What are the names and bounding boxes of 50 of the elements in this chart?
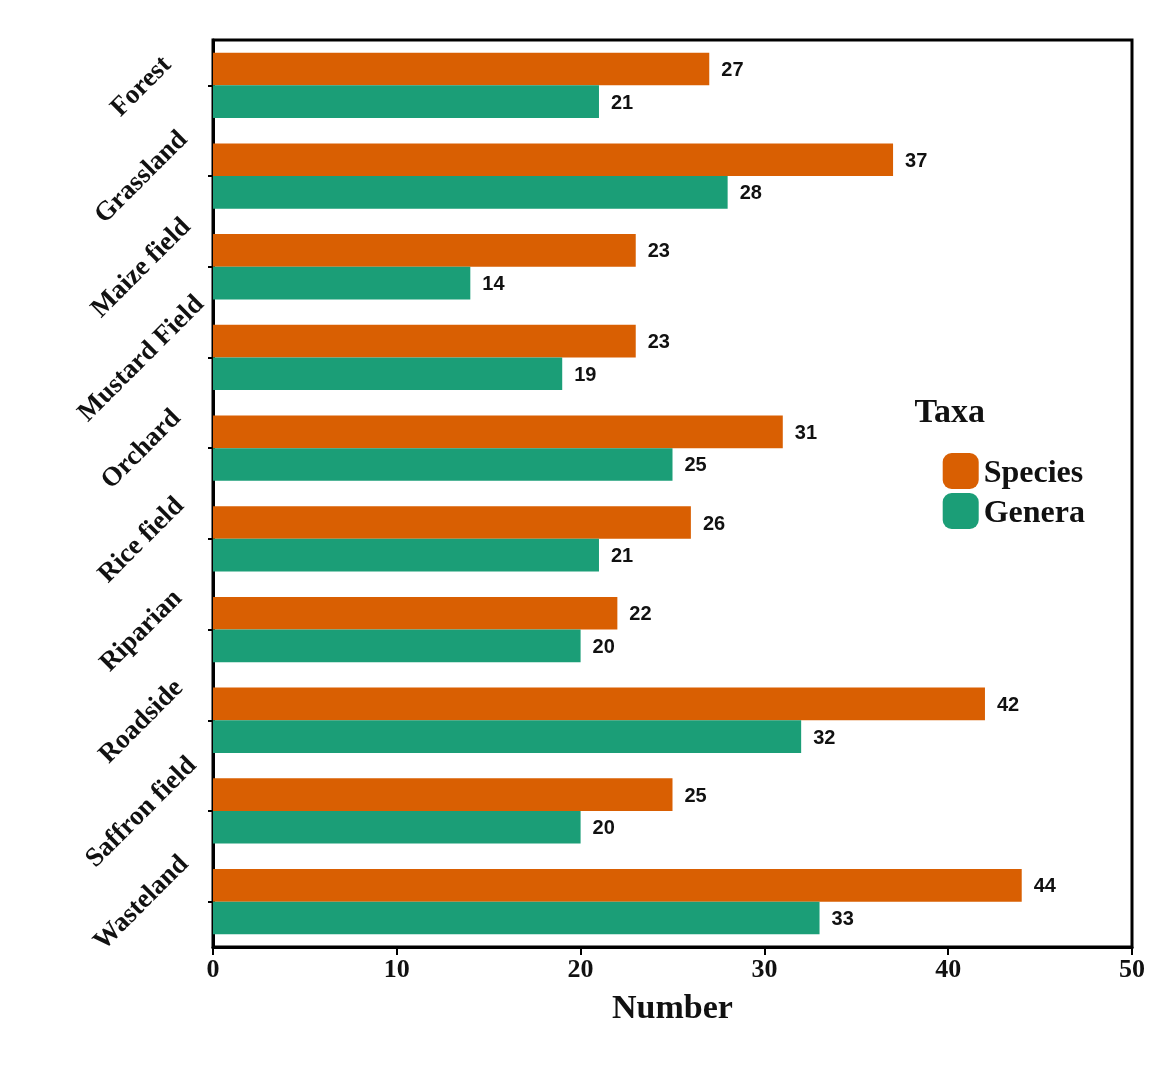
bar (213, 687, 985, 721)
bar (213, 596, 618, 630)
legend-label: Genera (983, 493, 1085, 529)
bar (213, 357, 563, 391)
x-tick-label: 30 (751, 953, 778, 983)
bar (213, 176, 728, 209)
data-label: 21 (610, 544, 634, 567)
data-label: 44 (1033, 874, 1057, 897)
data-label: 25 (684, 783, 707, 806)
bar (213, 629, 581, 663)
bar (213, 143, 894, 177)
x-tick-label: 0 (206, 953, 220, 983)
data-label: 23 (647, 239, 670, 262)
bar (213, 720, 802, 753)
bar (213, 52, 710, 86)
bar (213, 85, 599, 118)
x-tick-label: 10 (383, 953, 410, 983)
data-label: 26 (702, 511, 726, 534)
data-label: 20 (592, 634, 615, 657)
data-label: 27 (721, 58, 744, 81)
data-label: 37 (905, 148, 928, 171)
data-label: 14 (482, 272, 506, 295)
bar (213, 901, 820, 935)
data-label: 19 (574, 362, 597, 385)
bar (213, 266, 471, 300)
data-label: 32 (813, 725, 836, 748)
bar (213, 234, 636, 267)
bar (213, 448, 673, 481)
data-label: 42 (996, 692, 1020, 715)
data-label: 33 (831, 906, 854, 929)
data-label: 20 (592, 816, 615, 839)
bar (213, 869, 1022, 902)
x-tick-label: 40 (935, 953, 962, 983)
bar (213, 778, 673, 811)
data-label: 21 (610, 90, 634, 113)
data-label: 31 (794, 420, 818, 443)
x-axis-title: Number (612, 987, 733, 1025)
data-label: 22 (629, 602, 652, 625)
bar (213, 415, 783, 449)
data-label: 23 (647, 330, 670, 353)
bar (213, 538, 599, 572)
bar (213, 506, 691, 539)
data-label: 25 (684, 453, 707, 476)
x-tick-label: 50 (1119, 953, 1145, 983)
legend-title: Taxa (914, 391, 986, 429)
data-label: 28 (739, 181, 762, 204)
bar (213, 810, 581, 844)
legend-label: Species (983, 453, 1084, 489)
x-tick-label: 20 (567, 953, 594, 983)
bar (213, 324, 636, 358)
